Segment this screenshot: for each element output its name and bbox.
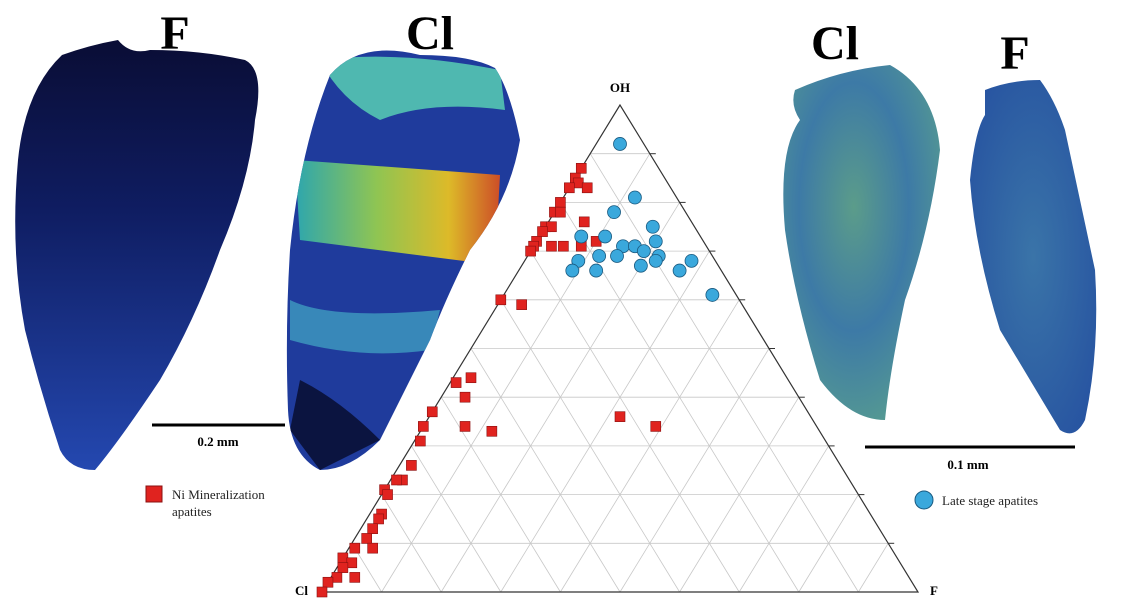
data-point	[579, 217, 589, 227]
panel-label: F	[160, 7, 189, 60]
data-point	[706, 288, 719, 301]
element-maps	[15, 40, 1096, 480]
data-point	[646, 220, 659, 233]
data-point	[575, 230, 588, 243]
map-f-right	[970, 80, 1096, 433]
data-point	[651, 421, 661, 431]
data-point	[347, 558, 357, 568]
data-point	[368, 543, 378, 553]
data-point	[685, 254, 698, 267]
data-point	[576, 163, 586, 173]
map-f-left	[15, 40, 258, 470]
data-point	[332, 572, 342, 582]
data-point	[323, 577, 333, 587]
grid-line	[501, 251, 710, 592]
data-point	[451, 378, 461, 388]
figure: F Cl Cl F 0.2 mm 0.1 mm OH Cl F Ni Mineral…	[0, 0, 1122, 602]
data-point	[338, 563, 348, 573]
data-point	[466, 373, 476, 383]
data-point	[338, 553, 348, 563]
data-point	[538, 227, 548, 237]
data-point	[362, 533, 372, 543]
data-point	[350, 572, 360, 582]
data-point	[673, 264, 686, 277]
data-point	[573, 178, 583, 188]
chart: F Cl Cl F 0.2 mm 0.1 mm OH Cl F	[0, 0, 1122, 602]
map-cl-right	[783, 65, 940, 420]
data-point	[593, 249, 606, 262]
map-cl-left	[280, 40, 530, 480]
data-point	[582, 183, 592, 193]
data-point	[517, 300, 527, 310]
data-point	[558, 241, 568, 251]
data-point	[392, 475, 402, 485]
data-point	[546, 222, 556, 232]
grid-line	[531, 251, 740, 592]
scale-label: 0.2 mm	[197, 434, 238, 449]
data-point	[350, 543, 360, 553]
vertex-label: F	[930, 583, 938, 598]
data-point	[555, 207, 565, 217]
data-point	[555, 197, 565, 207]
vertex-label: OH	[610, 80, 630, 95]
data-point	[590, 264, 603, 277]
panel-label: F	[1000, 27, 1029, 80]
scale-label: 0.1 mm	[947, 457, 988, 472]
data-point	[427, 407, 437, 417]
data-point	[564, 183, 574, 193]
data-point	[317, 587, 327, 597]
grid-line	[411, 446, 500, 592]
data-point	[460, 392, 470, 402]
grid-line	[471, 349, 620, 593]
legend-swatch	[915, 491, 933, 509]
data-point	[566, 264, 579, 277]
data-point	[599, 230, 612, 243]
data-point	[374, 514, 384, 524]
data-point	[634, 259, 647, 272]
data-point	[649, 235, 662, 248]
grid-line	[858, 543, 888, 592]
data-point	[628, 191, 641, 204]
grid-line	[620, 349, 769, 593]
data-point	[460, 421, 470, 431]
panel-label: Cl	[811, 17, 859, 70]
data-point	[383, 490, 393, 500]
data-point	[608, 206, 621, 219]
data-point	[406, 460, 416, 470]
data-point	[649, 254, 662, 267]
data-point	[415, 436, 425, 446]
data-point	[526, 246, 536, 256]
data-point	[487, 426, 497, 436]
data-point	[496, 295, 506, 305]
grid-line	[739, 446, 828, 592]
legend-swatch	[146, 486, 162, 502]
panel-label: Cl	[406, 7, 454, 60]
data-point	[418, 421, 428, 431]
data-point	[614, 137, 627, 150]
legend-entry: Late stage apatites	[942, 492, 1102, 509]
data-point	[615, 412, 625, 422]
legend-entry: Ni Mineralization apatites	[172, 486, 292, 520]
vertex-label: Cl	[295, 583, 308, 598]
data-point	[368, 524, 378, 534]
data-point	[637, 245, 650, 258]
data-point	[611, 249, 624, 262]
data-point	[546, 241, 556, 251]
